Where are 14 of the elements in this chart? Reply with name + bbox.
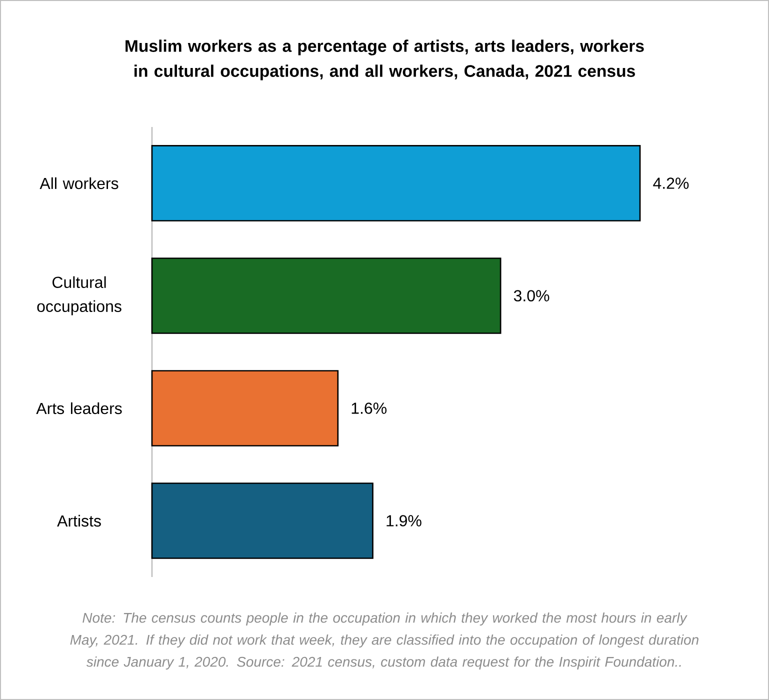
bar: [151, 370, 339, 446]
y-tick-label: Artists: [57, 514, 101, 527]
bar: [151, 482, 374, 559]
y-tick-label: All workers: [40, 177, 118, 190]
y-tick-label: Cultural occupations: [37, 276, 122, 316]
data-label: 1.6%: [352, 402, 387, 414]
bar: [151, 145, 641, 222]
y-tick-label: Arts leaders: [36, 402, 122, 414]
bar: [151, 258, 502, 334]
chart-title: Muslim workers as a percentage of artists, arts leaders, workers in cultural occupations, and all workers, Canada, 2021 census: [126, 40, 644, 80]
data-label: 3.0%: [514, 290, 550, 302]
data-label: 1.9%: [386, 515, 422, 526]
data-label: 4.2%: [653, 178, 689, 189]
text: Note: The census counts people in the occupation in which they worked the most hours in early May, 2021. If they did not work that week, they are classified into the occupation of longest duration since January 1, 2020. Source: 2021 census, custom data request for the Inspirit Foundation..: [70, 612, 698, 670]
